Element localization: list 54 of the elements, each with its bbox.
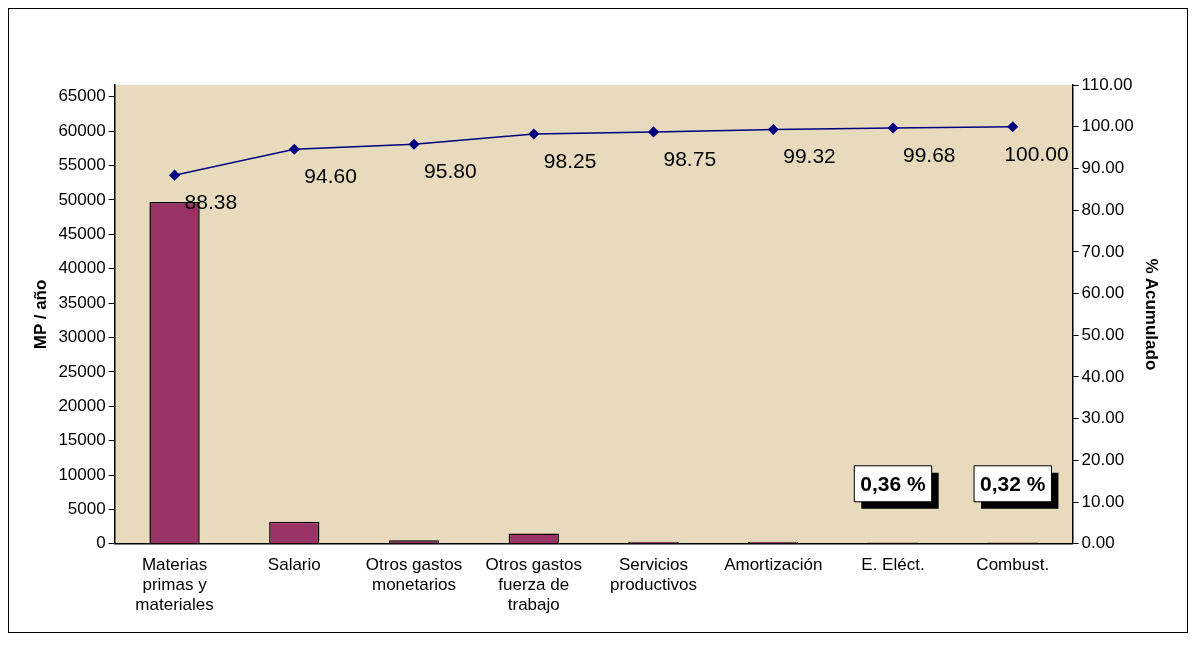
- data-label: 95.80: [424, 159, 477, 183]
- data-label: 98.25: [543, 148, 597, 172]
- y2-tick-label: 100.00: [1081, 116, 1134, 136]
- y2-tick-label: 60.00: [1081, 283, 1125, 303]
- x-tick-label: Amortización: [724, 554, 823, 574]
- data-label: 99.32: [783, 144, 836, 168]
- y2-tick-label: 110.00: [1081, 74, 1133, 94]
- point: [289, 143, 300, 155]
- y-tick-label: 40000: [58, 258, 106, 278]
- data-label: 100.00: [1004, 141, 1069, 165]
- y-tick-label: 35000: [58, 292, 106, 312]
- x-tick-label: Otros gastos fuerza de trabajo: [485, 554, 582, 615]
- point: [887, 122, 899, 134]
- data-label: 98.75: [663, 146, 717, 170]
- y2-tick-label: 40.00: [1081, 366, 1125, 386]
- annotation: 0,36 %: [860, 471, 926, 495]
- point: [169, 169, 180, 181]
- y2-axis-title: % Acumulado: [1142, 258, 1162, 371]
- data-label: 94.60: [304, 164, 357, 188]
- point: [648, 126, 659, 138]
- y2-tick-label: 90.00: [1081, 158, 1125, 178]
- data-label: 88.38: [184, 189, 238, 213]
- data-label: 99.68: [902, 142, 956, 166]
- x-tick-label: E. Eléct.: [861, 554, 925, 574]
- y2-tick-label: 0.00: [1081, 533, 1115, 553]
- y2-tick-label: 30.00: [1081, 408, 1125, 428]
- x-tick-label: Materias primas y materiales: [135, 554, 214, 615]
- y-tick-label: 60000: [58, 120, 106, 140]
- x-tick-label: Combust.: [976, 554, 1050, 574]
- point: [768, 124, 779, 135]
- x-tick-label: Salario: [267, 554, 321, 574]
- y-tick-label: 55000: [58, 155, 106, 175]
- x-tick-label: Servicios productivos: [610, 554, 697, 595]
- y2-tick-label: 50.00: [1081, 324, 1125, 344]
- point: [408, 138, 420, 150]
- y-tick-label: 50000: [58, 189, 106, 209]
- y-tick-label: 45000: [58, 223, 106, 243]
- annotation: 0,32 %: [980, 471, 1046, 495]
- y-tick-label: 5000: [67, 499, 106, 519]
- y2-tick-label: 70.00: [1081, 241, 1125, 261]
- x-tick-label: Otros gastos monetarios: [365, 554, 463, 595]
- y-tick-label: 30000: [58, 327, 106, 347]
- point: [1007, 121, 1018, 132]
- y-tick-label: 20000: [58, 395, 106, 415]
- y2-tick-label: 10.00: [1081, 491, 1125, 511]
- y-tick-label: 65000: [58, 86, 106, 106]
- point: [528, 128, 540, 140]
- y-tick-label: 0: [96, 533, 106, 553]
- y2-tick-label: 20.00: [1081, 450, 1125, 470]
- y-tick-label: 10000: [58, 464, 106, 484]
- y-tick-label: 15000: [58, 430, 106, 450]
- y-axis-title: MP / año: [30, 279, 50, 350]
- y2-tick-label: 80.00: [1081, 199, 1125, 219]
- y-tick-label: 25000: [58, 361, 106, 381]
